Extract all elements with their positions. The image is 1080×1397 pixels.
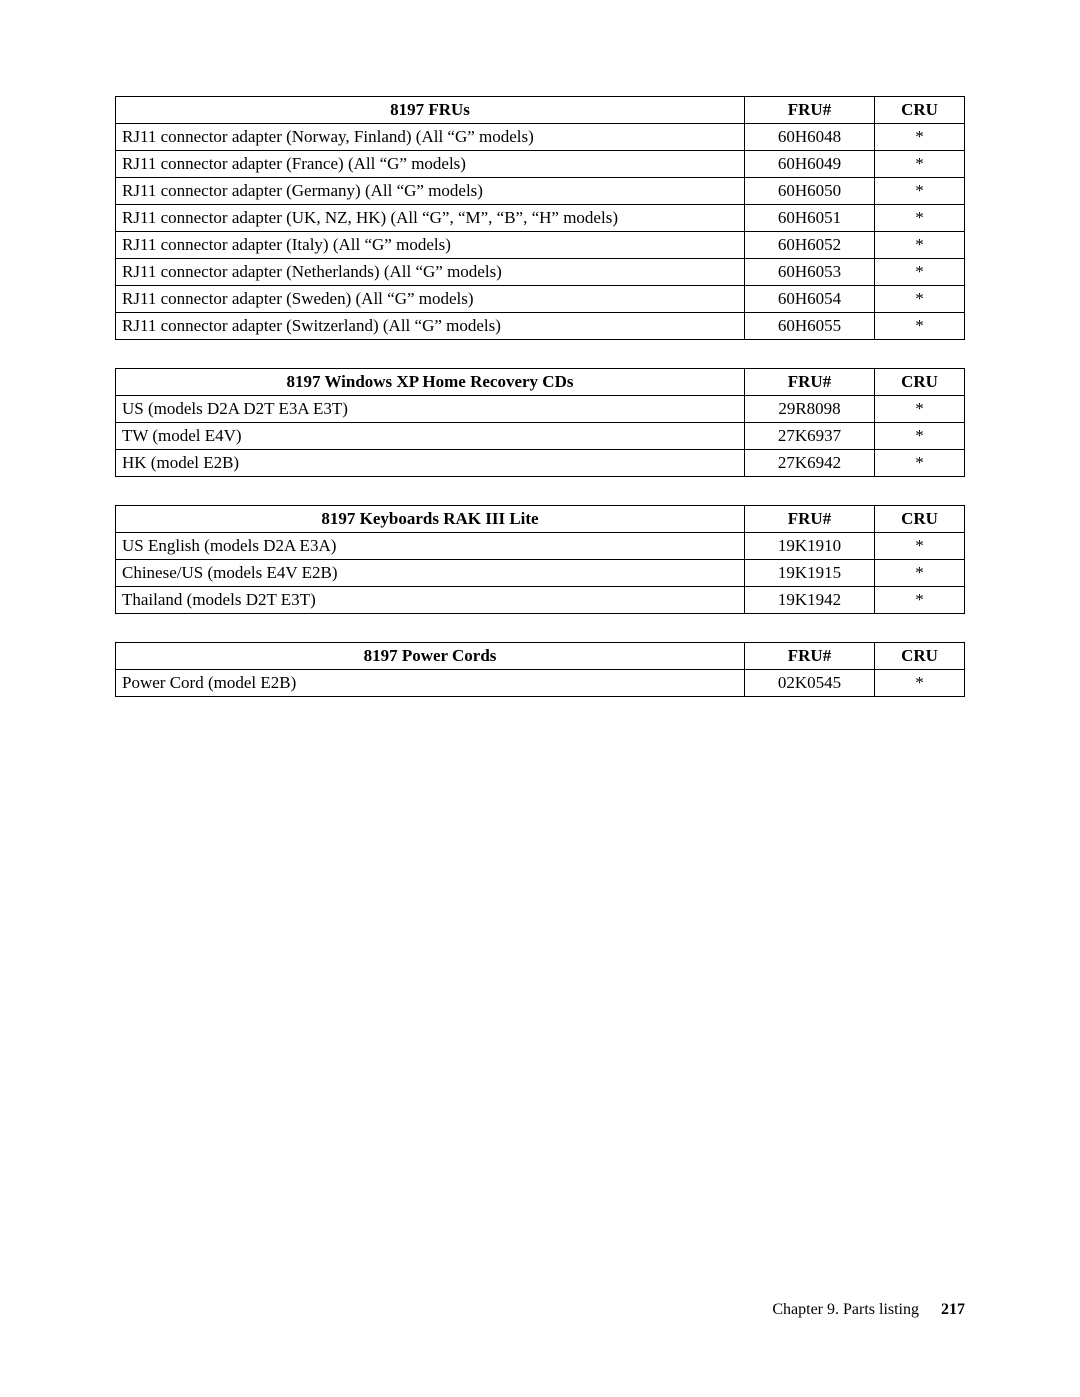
col-header-fru: FRU# [745, 643, 875, 670]
table-row: Chinese/US (models E4V E2B)19K1915* [116, 560, 965, 587]
cell-desc: RJ11 connector adapter (Norway, Finland)… [116, 124, 745, 151]
cell-cru: * [875, 396, 965, 423]
table-row: US (models D2A D2T E3A E3T)29R8098* [116, 396, 965, 423]
col-header-fru: FRU# [745, 506, 875, 533]
cell-desc: Thailand (models D2T E3T) [116, 587, 745, 614]
table-header-row: 8197 Windows XP Home Recovery CDs FRU# C… [116, 369, 965, 396]
page-footer: Chapter 9. Parts listing 217 [772, 1301, 965, 1319]
table-row: TW (model E4V)27K6937* [116, 423, 965, 450]
keyboards-table: 8197 Keyboards RAK III Lite FRU# CRU US … [115, 505, 965, 614]
cell-fru: 60H6052 [745, 232, 875, 259]
page-content: 8197 FRUs FRU# CRU RJ11 connector adapte… [0, 0, 1080, 697]
cell-fru: 19K1942 [745, 587, 875, 614]
cell-cru: * [875, 151, 965, 178]
table-row: RJ11 connector adapter (Germany) (All “G… [116, 178, 965, 205]
footer-chapter: Chapter 9. Parts listing [772, 1301, 919, 1318]
cell-cru: * [875, 533, 965, 560]
cell-cru: * [875, 286, 965, 313]
table-row: HK (model E2B)27K6942* [116, 450, 965, 477]
cell-fru: 60H6049 [745, 151, 875, 178]
cell-cru: * [875, 313, 965, 340]
cell-fru: 29R8098 [745, 396, 875, 423]
cell-cru: * [875, 232, 965, 259]
table-row: RJ11 connector adapter (UK, NZ, HK) (All… [116, 205, 965, 232]
col-header-fru: FRU# [745, 97, 875, 124]
cell-fru: 60H6048 [745, 124, 875, 151]
cell-fru: 60H6053 [745, 259, 875, 286]
power-cords-table: 8197 Power Cords FRU# CRU Power Cord (mo… [115, 642, 965, 697]
col-header-desc: 8197 Power Cords [116, 643, 745, 670]
cell-desc: HK (model E2B) [116, 450, 745, 477]
cell-fru: 60H6051 [745, 205, 875, 232]
cell-fru: 60H6050 [745, 178, 875, 205]
col-header-fru: FRU# [745, 369, 875, 396]
cell-desc: TW (model E4V) [116, 423, 745, 450]
col-header-desc: 8197 FRUs [116, 97, 745, 124]
col-header-desc: 8197 Keyboards RAK III Lite [116, 506, 745, 533]
table-row: RJ11 connector adapter (Norway, Finland)… [116, 124, 965, 151]
table-row: Power Cord (model E2B)02K0545* [116, 670, 965, 697]
col-header-cru: CRU [875, 97, 965, 124]
cell-fru: 02K0545 [745, 670, 875, 697]
cell-cru: * [875, 587, 965, 614]
recovery-cds-table: 8197 Windows XP Home Recovery CDs FRU# C… [115, 368, 965, 477]
table-row: RJ11 connector adapter (France) (All “G”… [116, 151, 965, 178]
col-header-cru: CRU [875, 643, 965, 670]
col-header-desc: 8197 Windows XP Home Recovery CDs [116, 369, 745, 396]
footer-page-number: 217 [941, 1301, 965, 1318]
cell-cru: * [875, 450, 965, 477]
cell-desc: Chinese/US (models E4V E2B) [116, 560, 745, 587]
cell-fru: 27K6937 [745, 423, 875, 450]
cell-desc: RJ11 connector adapter (Netherlands) (Al… [116, 259, 745, 286]
cell-desc: RJ11 connector adapter (Italy) (All “G” … [116, 232, 745, 259]
cell-desc: RJ11 connector adapter (Germany) (All “G… [116, 178, 745, 205]
cell-fru: 60H6054 [745, 286, 875, 313]
table-row: RJ11 connector adapter (Sweden) (All “G”… [116, 286, 965, 313]
cell-cru: * [875, 560, 965, 587]
cell-cru: * [875, 178, 965, 205]
cell-desc: RJ11 connector adapter (Sweden) (All “G”… [116, 286, 745, 313]
cell-cru: * [875, 670, 965, 697]
cell-desc: RJ11 connector adapter (France) (All “G”… [116, 151, 745, 178]
cell-fru: 19K1915 [745, 560, 875, 587]
cell-cru: * [875, 205, 965, 232]
cell-desc: US (models D2A D2T E3A E3T) [116, 396, 745, 423]
cell-cru: * [875, 423, 965, 450]
cell-fru: 27K6942 [745, 450, 875, 477]
cell-desc: US English (models D2A E3A) [116, 533, 745, 560]
table-row: RJ11 connector adapter (Netherlands) (Al… [116, 259, 965, 286]
cell-cru: * [875, 124, 965, 151]
cell-desc: RJ11 connector adapter (Switzerland) (Al… [116, 313, 745, 340]
table-row: RJ11 connector adapter (Switzerland) (Al… [116, 313, 965, 340]
cell-desc: Power Cord (model E2B) [116, 670, 745, 697]
col-header-cru: CRU [875, 369, 965, 396]
table-row: Thailand (models D2T E3T)19K1942* [116, 587, 965, 614]
table-row: RJ11 connector adapter (Italy) (All “G” … [116, 232, 965, 259]
cell-cru: * [875, 259, 965, 286]
table-row: US English (models D2A E3A)19K1910* [116, 533, 965, 560]
cell-fru: 60H6055 [745, 313, 875, 340]
table-header-row: 8197 Power Cords FRU# CRU [116, 643, 965, 670]
col-header-cru: CRU [875, 506, 965, 533]
cell-fru: 19K1910 [745, 533, 875, 560]
frus-table: 8197 FRUs FRU# CRU RJ11 connector adapte… [115, 96, 965, 340]
cell-desc: RJ11 connector adapter (UK, NZ, HK) (All… [116, 205, 745, 232]
table-header-row: 8197 Keyboards RAK III Lite FRU# CRU [116, 506, 965, 533]
table-header-row: 8197 FRUs FRU# CRU [116, 97, 965, 124]
